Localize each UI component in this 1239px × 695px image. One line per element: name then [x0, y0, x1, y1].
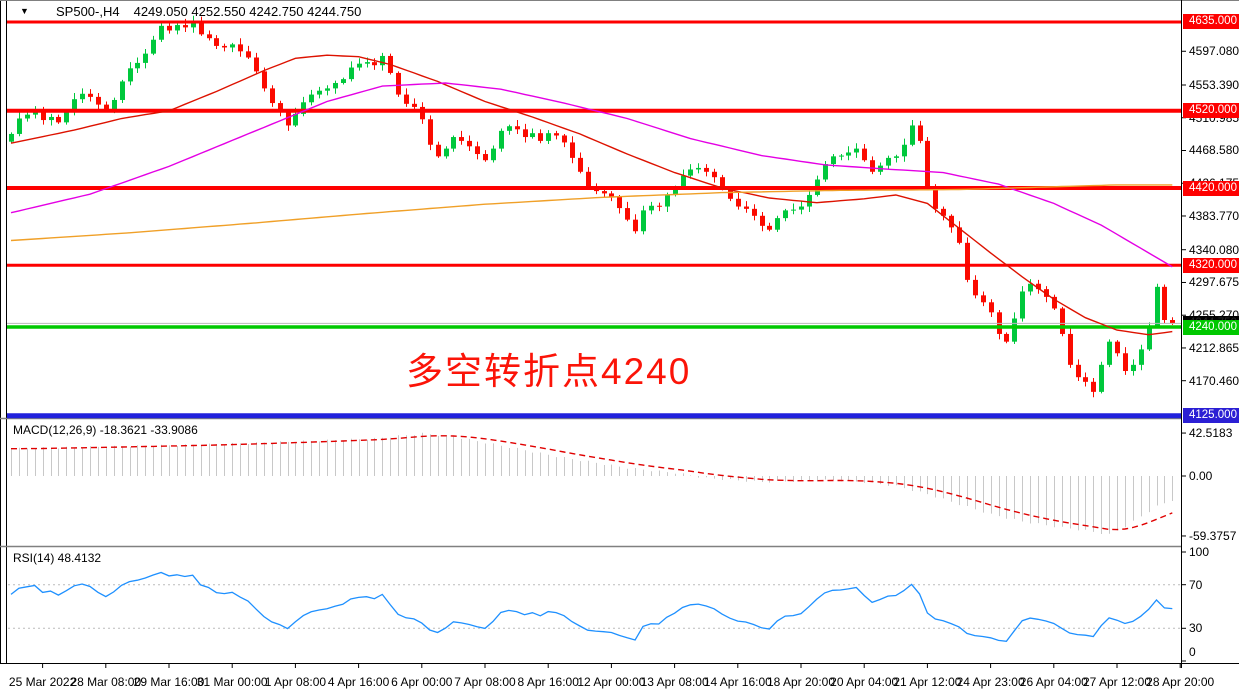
ma-fast-red — [10, 54, 1173, 336]
time-tick-label: 6 Apr 00:00 — [391, 675, 453, 689]
ohlc-values: 4249.050 4252.550 4242.750 4244.750 — [133, 4, 362, 19]
price-badge-4125.000: 4125.000 — [1183, 408, 1239, 424]
symbol-period-label: SP500-,H4 — [56, 4, 120, 19]
time-tick-label: 20 Apr 04:00 — [830, 675, 899, 689]
price-tick-label: 4553.390 — [1189, 78, 1239, 92]
time-tick-label: 31 Mar 00:00 — [196, 675, 268, 689]
time-tick-label: 12 Apr 00:00 — [577, 675, 646, 689]
time-tick-label: 24 Apr 23:00 — [956, 675, 1025, 689]
time-tick-label: 7 Apr 08:00 — [454, 675, 516, 689]
price-badge-4520.000: 4520.000 — [1183, 103, 1239, 119]
price-badge-4240.000: 4240.000 — [1183, 319, 1239, 335]
price-tick-label: 4170.460 — [1189, 373, 1239, 388]
symbol-title: SP500-,H4 4249.050 4252.550 4242.750 4244… — [56, 4, 375, 19]
time-tick-label: 26 Apr 04:00 — [1019, 675, 1088, 689]
rsi-axis-label: 70 — [1189, 577, 1203, 592]
time-tick-label: 25 Mar 2022 — [8, 675, 77, 689]
time-tick-label: 27 Apr 12:00 — [1082, 675, 1152, 689]
time-tick-label: 13 Apr 08:00 — [640, 675, 709, 689]
price-tick-label: 4212.865 — [1189, 340, 1239, 355]
rsi-axis-label: 0 — [1189, 645, 1196, 659]
price-badge-4635.000: 4635.000 — [1183, 14, 1239, 30]
time-tick-label: 1 Apr 08:00 — [264, 675, 327, 689]
rsi-indicator-label: RSI(14) 48.4132 — [13, 551, 102, 565]
price-badge-4320.000: 4320.000 — [1183, 257, 1239, 273]
macd-signal-line — [11, 435, 1173, 531]
price-tick-label: 4383.770 — [1189, 208, 1239, 223]
macd-axis-label: 42.5183 — [1189, 426, 1233, 441]
macd-axis-label: 0.00 — [1189, 469, 1213, 483]
rsi-axis-label: 30 — [1189, 621, 1203, 636]
time-tick-label: 8 Apr 16:00 — [517, 675, 579, 689]
price-tick-label: 4468.580 — [1189, 143, 1239, 158]
time-tick-label: 4 Apr 16:00 — [327, 675, 390, 689]
time-tick-label: 28 Apr 20:00 — [1146, 675, 1215, 689]
chart-frame — [0, 0, 1239, 668]
macd-histogram — [11, 432, 1173, 535]
axis-ticks — [42, 50, 1186, 668]
rsi-line — [10, 571, 1173, 642]
macd-axis-label: -59.3757 — [1189, 528, 1237, 543]
price-tick-label: 4297.675 — [1189, 275, 1239, 290]
rsi-levels — [8, 584, 1180, 629]
price-tick-label: 4340.080 — [1189, 242, 1239, 257]
ma-slow-orange — [10, 184, 1173, 242]
rsi-axis-label: 100 — [1189, 545, 1210, 559]
ma-mid-magenta — [10, 82, 1173, 268]
price-badge-4420.000: 4420.000 — [1183, 180, 1239, 196]
macd-indicator-label: MACD(12,26,9) -18.3621 -33.9086 — [13, 423, 198, 437]
candles — [9, 15, 1175, 398]
time-tick-label: 14 Apr 16:00 — [703, 675, 772, 689]
time-tick-label: 29 Mar 16:00 — [133, 675, 205, 689]
annotation-text[interactable]: 多空转折点4240 — [406, 351, 692, 392]
time-tick-label: 28 Mar 08:00 — [70, 675, 142, 689]
time-tick-label: 18 Apr 20:00 — [766, 675, 836, 689]
time-tick-label: 21 Apr 12:00 — [893, 675, 962, 689]
price-tick-label: 4597.080 — [1189, 44, 1239, 59]
symbol-dropdown-icon[interactable]: ▼ — [20, 6, 29, 16]
